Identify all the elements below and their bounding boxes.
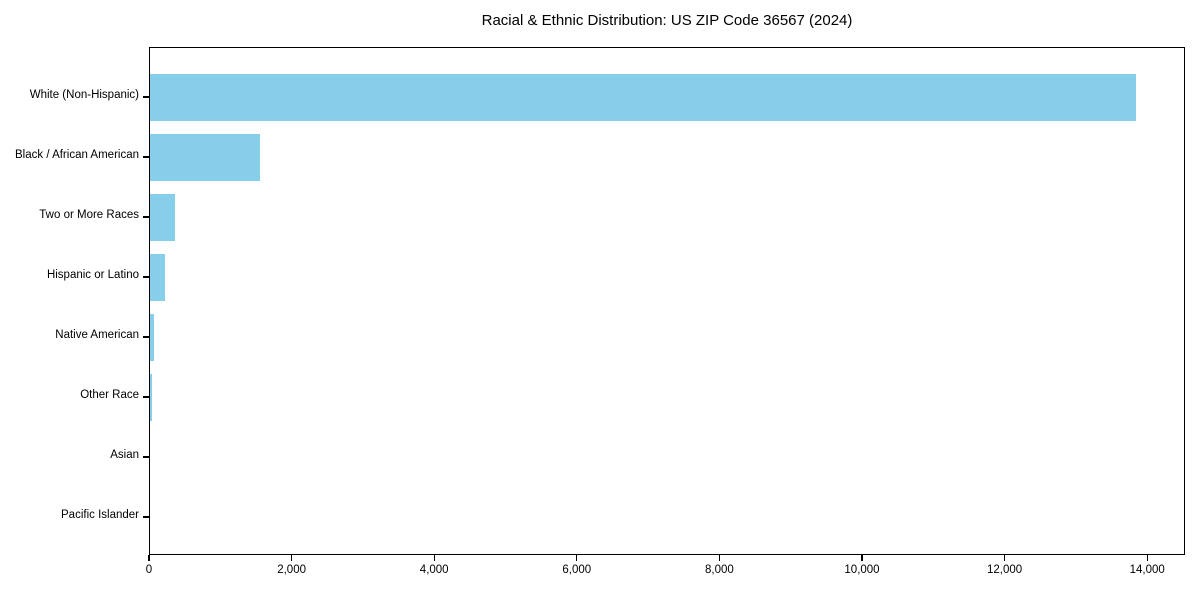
bar <box>149 73 1136 121</box>
x-axis-tick <box>148 555 150 561</box>
x-tick-label: 8,000 <box>705 564 734 576</box>
y-tick-label: Other Race <box>80 389 139 401</box>
bar <box>149 193 175 241</box>
x-axis-tick <box>1004 555 1006 561</box>
x-axis-tick <box>433 555 435 561</box>
y-axis-tick <box>143 336 149 338</box>
x-tick-label: 6,000 <box>562 564 592 576</box>
y-axis-tick <box>143 156 149 158</box>
x-axis-tick <box>1146 555 1148 561</box>
bar <box>149 373 152 421</box>
x-tick-label: 12,000 <box>987 564 1023 576</box>
y-axis-tick <box>143 516 149 518</box>
x-axis-tick <box>718 555 720 561</box>
bar <box>149 313 155 361</box>
x-tick-label: 10,000 <box>844 564 880 576</box>
y-tick-label: Pacific Islander <box>61 509 139 521</box>
y-tick-label: Asian <box>110 449 139 461</box>
y-axis-tick <box>143 456 149 458</box>
y-axis-tick <box>143 96 149 98</box>
y-tick-label: Two or More Races <box>39 209 139 221</box>
plot-area <box>149 47 1185 555</box>
bar <box>149 253 165 301</box>
bar <box>149 133 261 181</box>
x-axis-tick <box>291 555 293 561</box>
x-tick-label: 4,000 <box>419 564 449 576</box>
y-tick-label: White (Non-Hispanic) <box>29 89 139 101</box>
y-axis-tick <box>143 396 149 398</box>
chart-title: Racial & Ethnic Distribution: US ZIP Cod… <box>481 12 853 29</box>
y-tick-label: Black / African American <box>15 149 139 161</box>
x-axis-tick <box>576 555 578 561</box>
x-tick-label: 0 <box>145 564 153 576</box>
y-tick-label: Native American <box>55 329 139 341</box>
y-axis-tick <box>143 276 149 278</box>
x-tick-label: 14,000 <box>1129 564 1165 576</box>
y-tick-label: Hispanic or Latino <box>46 269 139 281</box>
x-tick-label: 2,000 <box>277 564 306 576</box>
x-axis-tick <box>861 555 863 561</box>
y-axis-tick <box>143 216 149 218</box>
